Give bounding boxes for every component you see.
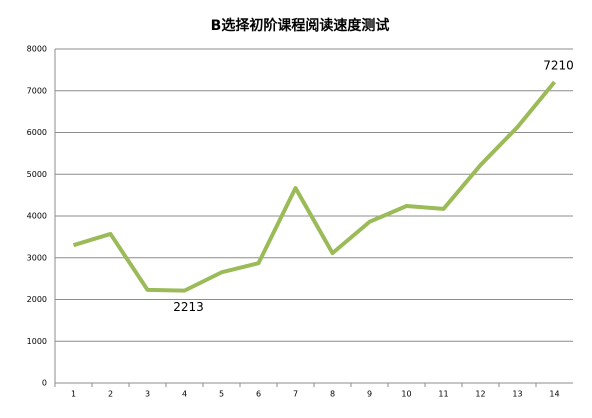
chart-title: B选择初阶课程阅读速度测试 [211, 17, 390, 34]
x-tick-label: 6 [256, 390, 261, 399]
x-tick-label: 9 [367, 390, 372, 399]
x-tick-label: 7 [293, 390, 298, 399]
x-tick-label: 12 [475, 390, 485, 399]
y-tick-label: 6000 [27, 128, 47, 137]
data-label: 7210 [543, 58, 574, 72]
x-tick-label: 4 [182, 390, 187, 399]
x-tick-label: 10 [401, 390, 411, 399]
y-tick-label: 2000 [27, 295, 47, 304]
x-tick-label: 8 [330, 390, 335, 399]
x-tick-label: 14 [549, 390, 559, 399]
x-tick-label: 3 [145, 390, 150, 399]
y-tick-label: 5000 [27, 170, 47, 179]
y-tick-label: 8000 [27, 45, 47, 54]
data-line [72, 80, 557, 293]
x-tick-label: 5 [219, 390, 224, 399]
x-tick-label: 13 [512, 390, 522, 399]
x-tick-label: 11 [438, 390, 448, 399]
x-tick-label: 2 [108, 390, 113, 399]
y-tick-label: 3000 [27, 253, 47, 262]
x-tick-label: 1 [71, 390, 76, 399]
y-tick-label: 0 [42, 379, 47, 388]
y-tick-label: 7000 [27, 86, 47, 95]
y-tick-label: 1000 [27, 337, 47, 346]
data-label: 2213 [173, 300, 204, 314]
y-tick-label: 4000 [27, 212, 47, 221]
